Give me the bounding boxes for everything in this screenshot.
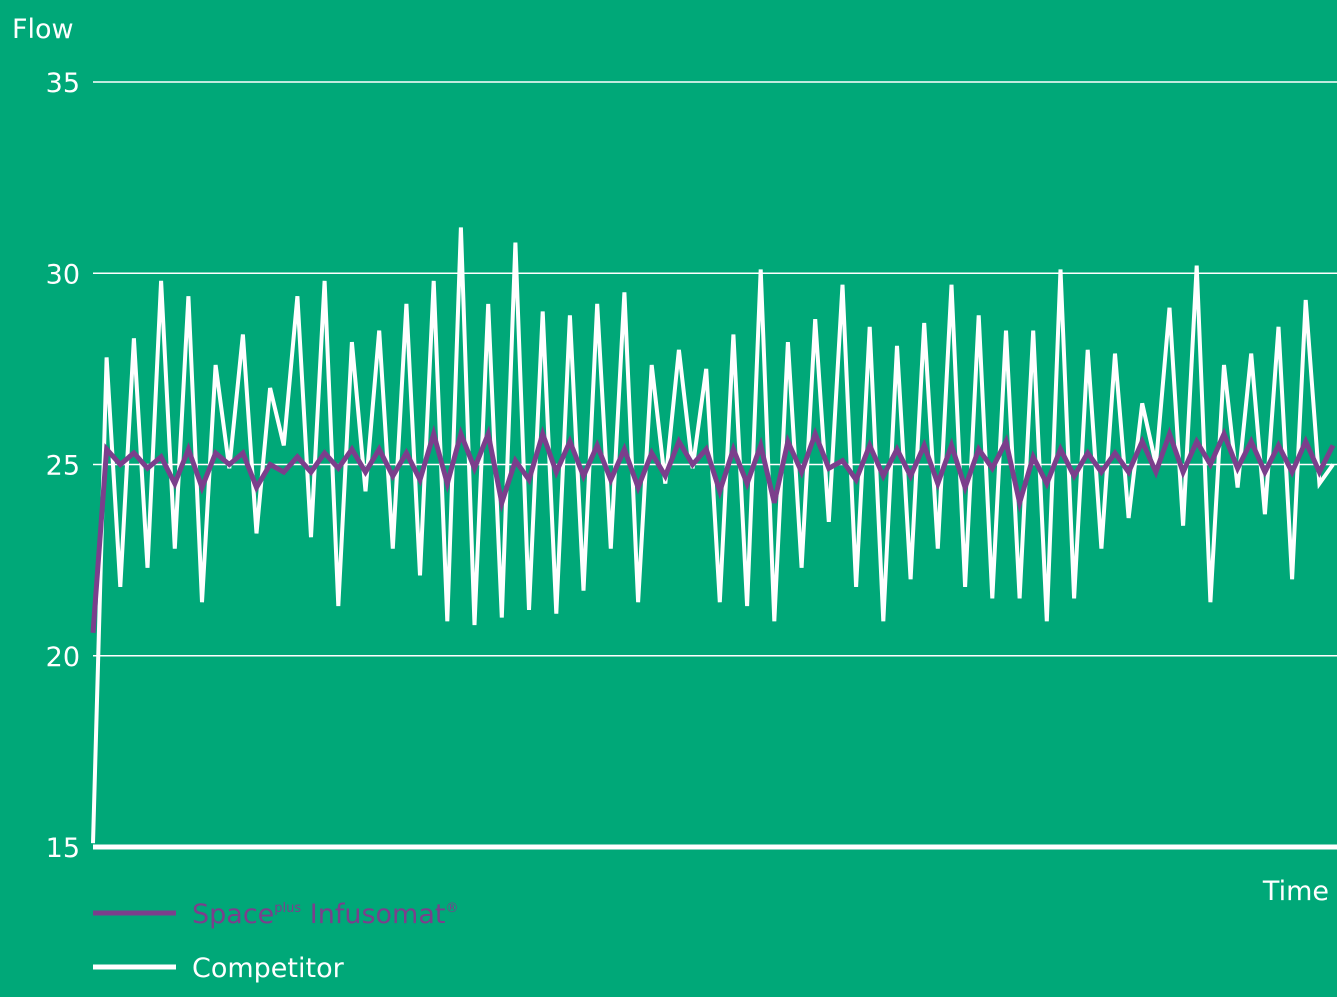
- x-axis-label: Time: [1262, 876, 1329, 907]
- legend-spaceplus-rest: Infusomat: [301, 899, 445, 930]
- series-line-competitor: [91, 227, 1335, 844]
- legend-spaceplus-sup: plus: [274, 901, 301, 916]
- series-line-spaceplus: [90, 424, 1336, 633]
- series-lines: [90, 227, 1336, 844]
- y-tick-label-35: 35: [46, 68, 80, 99]
- y-axis-label: Flow: [12, 14, 74, 45]
- y-tick-labels: 15 20 25 30 35: [46, 68, 80, 864]
- y-tick-label-30: 30: [46, 259, 80, 290]
- legend-spaceplus-mark: ®: [445, 901, 458, 916]
- legend-label-spaceplus: Spaceplus Infusomat®: [192, 899, 458, 930]
- y-tick-label-25: 25: [46, 451, 80, 482]
- y-tick-label-20: 20: [46, 642, 80, 673]
- legend-label-competitor: Competitor: [192, 953, 345, 984]
- grid-lines: [93, 81, 1337, 657]
- legend: Spaceplus Infusomat® Competitor: [93, 899, 458, 984]
- legend-spaceplus-main: Space: [192, 899, 274, 930]
- y-tick-label-15: 15: [46, 833, 80, 864]
